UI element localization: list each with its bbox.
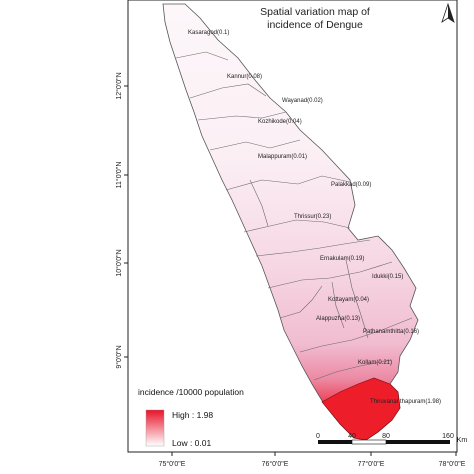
- district-label-pathanamthitta: Pathanamthitta(0.16): [363, 329, 419, 335]
- lat-tick-11: 11°0'0"N: [115, 162, 123, 189]
- scale-unit: Km: [457, 437, 468, 444]
- scale-bar: 0 40 80 160 Km: [316, 433, 468, 445]
- latitude-ticks: 12°0'0"N 11°0'0"N 10°0'0"N 9°0'0"N: [115, 72, 128, 369]
- district-shape-thiruvananthapuram: [321, 377, 401, 441]
- north-arrow-icon: [441, 2, 455, 23]
- lon-tick-75: 75°0'0"E: [159, 460, 186, 468]
- district-labels: Kasaragod(0.1) Kannur(0.08) Wayanad(0.02…: [188, 30, 441, 405]
- district-label-ernakulam: Ernakulam(0.19): [320, 256, 364, 262]
- kerala-state-shape: [162, 3, 419, 441]
- legend-color-ramp: [145, 409, 165, 447]
- district-label-kannur: Kannur(0.08): [227, 74, 262, 80]
- district-label-alappuzha: Alappuzha(0.13): [316, 316, 360, 322]
- district-label-malappuram: Malappuram(0.01): [258, 154, 307, 160]
- district-label-kottayam: Kottayam(0.04): [328, 297, 369, 303]
- district-label-thrissur: Thrissur(0.23): [294, 214, 331, 220]
- map-title-line2: incidence of Dengue: [267, 19, 363, 31]
- legend-high-label: High : 1.98: [172, 410, 213, 420]
- legend-low-label: Low : 0.01: [172, 438, 211, 448]
- lon-tick-76: 76°0'0"E: [262, 460, 289, 468]
- legend-title: incidence /10000 population: [138, 387, 244, 397]
- map-title-line1: Spatial variation map of: [260, 6, 370, 18]
- district-label-kollam: Kollam(0.21): [358, 360, 392, 366]
- lon-tick-78: 78°0'0"E: [439, 460, 466, 468]
- district-label-kasaragod: Kasaragod(0.1): [188, 30, 229, 36]
- lat-tick-12: 12°0'0"N: [115, 72, 123, 99]
- district-boundaries: [175, 51, 413, 381]
- district-label-palakkad: Palakkad(0.09): [331, 182, 371, 188]
- longitude-ticks: 75°0'0"E 76°0'0"E 77°0'0"E 78°0'0"E: [159, 452, 466, 468]
- lat-tick-10: 10°0'0"N: [115, 249, 123, 276]
- district-label-wayanad: Wayanad(0.02): [282, 98, 323, 104]
- district-label-kozhikode: Kozhikode(0.04): [258, 119, 302, 125]
- scale-tick-160: 160: [442, 433, 454, 440]
- lat-tick-9: 9°0'0"N: [115, 345, 123, 368]
- scale-tick-0: 0: [316, 433, 320, 440]
- district-label-thiruvananthapuram: Thiruvananthapuram(1.98): [370, 399, 441, 405]
- map-frame: [127, 0, 458, 453]
- district-label-idukki: Idukki(0.15): [372, 274, 403, 280]
- scale-tick-80: 80: [382, 433, 390, 440]
- legend: incidence /10000 population High : 1.98 …: [138, 387, 244, 448]
- lon-tick-77: 77°0'0"E: [358, 460, 385, 468]
- scale-tick-40: 40: [348, 433, 356, 440]
